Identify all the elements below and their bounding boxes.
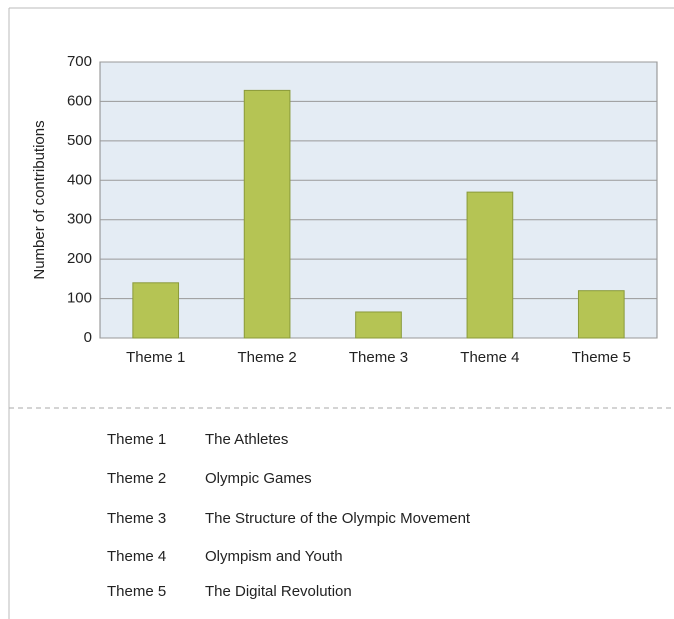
theme-id: Theme 2: [107, 470, 166, 487]
theme-id: Theme 3: [107, 510, 166, 527]
y-tick-label: 200: [67, 250, 92, 267]
theme-name: The Athletes: [205, 431, 288, 448]
bar: [243, 89, 291, 339]
theme-id: Theme 1: [107, 431, 166, 448]
theme-name: The Structure of the Olympic Movement: [205, 510, 471, 527]
theme-name: The Digital Revolution: [205, 583, 352, 600]
y-axis-label: Number of contributions: [31, 120, 48, 279]
theme-id: Theme 5: [107, 583, 166, 600]
theme-name: Olympism and Youth: [205, 548, 343, 565]
x-tick-label: Theme 2: [237, 349, 296, 366]
y-tick-label: 100: [67, 290, 92, 307]
plot-area: [99, 61, 658, 339]
x-tick-label: Theme 3: [349, 349, 408, 366]
x-tick-label: Theme 4: [460, 349, 519, 366]
bar: [355, 311, 402, 339]
y-tick-label: 400: [67, 171, 92, 188]
bar: [466, 191, 514, 339]
theme-id: Theme 4: [107, 548, 166, 565]
theme-name: Olympic Games: [205, 470, 312, 487]
bar: [132, 282, 180, 339]
y-tick-label: 500: [67, 132, 92, 149]
x-tick-label: Theme 1: [126, 349, 185, 366]
y-tick-label: 700: [67, 53, 92, 70]
y-tick-label: 0: [84, 329, 92, 346]
y-tick-label: 300: [67, 211, 92, 228]
bar: [577, 290, 625, 339]
x-tick-label: Theme 5: [572, 349, 631, 366]
y-tick-label: 600: [67, 92, 92, 109]
